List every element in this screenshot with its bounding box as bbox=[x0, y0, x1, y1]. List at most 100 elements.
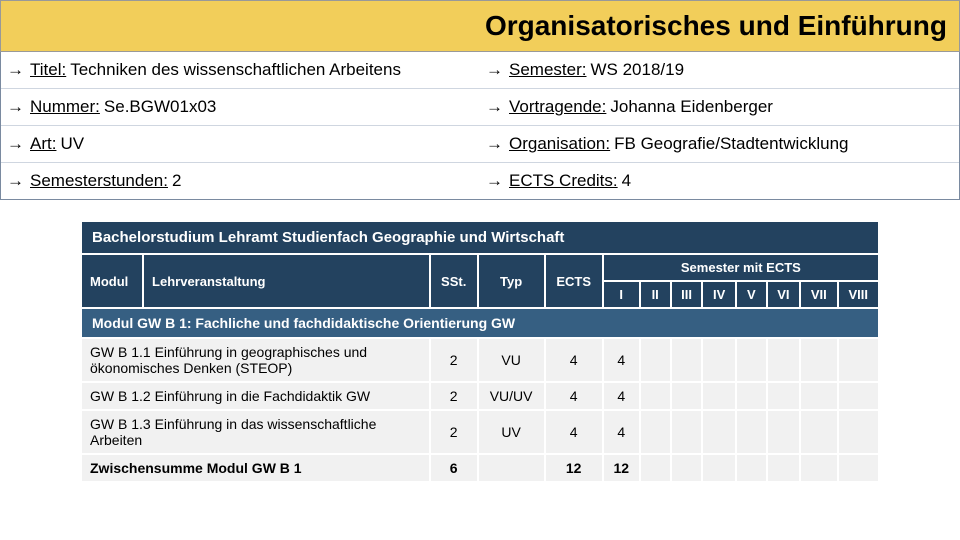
th-sem: III bbox=[671, 281, 703, 308]
info-label: Nummer: bbox=[30, 97, 100, 117]
th-sem: I bbox=[603, 281, 640, 308]
lv-sem bbox=[702, 410, 735, 454]
lv-typ: VU/UV bbox=[478, 382, 545, 410]
sum-ects: 12 bbox=[545, 454, 603, 482]
sum-sem bbox=[640, 454, 671, 482]
info-vortragende: → Vortragende: Johanna Eidenberger bbox=[480, 89, 959, 125]
info-row: → Nummer: Se.BGW01x03 → Vortragende: Joh… bbox=[1, 88, 959, 125]
lv-sem bbox=[640, 338, 671, 382]
lv-sem bbox=[671, 338, 703, 382]
header-bar: Organisatorisches und Einführung bbox=[0, 0, 960, 52]
page-title: Organisatorisches und Einführung bbox=[485, 10, 947, 42]
lv-sem bbox=[767, 382, 800, 410]
info-label: Titel: bbox=[30, 60, 66, 80]
th-sem: VIII bbox=[838, 281, 879, 308]
program-title: Bachelorstudium Lehramt Studienfach Geog… bbox=[81, 221, 879, 254]
lv-sem bbox=[671, 410, 703, 454]
sum-sem: 12 bbox=[603, 454, 640, 482]
lv-ects: 4 bbox=[545, 338, 603, 382]
lv-sem bbox=[767, 410, 800, 454]
lv-sem: 4 bbox=[603, 410, 640, 454]
lv-sem bbox=[702, 338, 735, 382]
lv-sem bbox=[640, 382, 671, 410]
info-value: FB Geografie/Stadtentwicklung bbox=[614, 134, 848, 154]
sum-sem bbox=[702, 454, 735, 482]
lv-name: GW B 1.3 Einführung in das wissenschaftl… bbox=[81, 410, 430, 454]
info-value: Se.BGW01x03 bbox=[104, 97, 216, 117]
lv-ects: 4 bbox=[545, 382, 603, 410]
info-label: Semesterstunden: bbox=[30, 171, 168, 191]
info-label: Semester: bbox=[509, 60, 586, 80]
info-row: → Semesterstunden: 2 → ECTS Credits: 4 bbox=[1, 162, 959, 199]
info-label: Art: bbox=[30, 134, 56, 154]
th-sem-header: Semester mit ECTS bbox=[603, 254, 879, 281]
arrow-icon: → bbox=[7, 171, 24, 191]
arrow-icon: → bbox=[486, 60, 503, 80]
info-label: ECTS Credits: bbox=[509, 171, 618, 191]
lv-typ: UV bbox=[478, 410, 545, 454]
info-semesterstunden: → Semesterstunden: 2 bbox=[1, 163, 480, 199]
lv-ects: 4 bbox=[545, 410, 603, 454]
info-value: 4 bbox=[622, 171, 631, 191]
th-sem: IV bbox=[702, 281, 735, 308]
lv-typ: VU bbox=[478, 338, 545, 382]
curriculum-table: Bachelorstudium Lehramt Studienfach Geog… bbox=[80, 220, 880, 483]
info-value: 2 bbox=[172, 171, 181, 191]
lv-sem bbox=[767, 338, 800, 382]
sum-sem bbox=[671, 454, 703, 482]
lv-sem bbox=[702, 382, 735, 410]
lv-sst: 2 bbox=[430, 410, 478, 454]
sum-typ bbox=[478, 454, 545, 482]
lv-sem bbox=[800, 410, 837, 454]
sum-sem bbox=[767, 454, 800, 482]
arrow-icon: → bbox=[7, 97, 24, 117]
th-sem: VI bbox=[767, 281, 800, 308]
th-lv: Lehrveranstaltung bbox=[143, 254, 430, 308]
lv-sem bbox=[640, 410, 671, 454]
arrow-icon: → bbox=[486, 134, 503, 154]
th-sem: II bbox=[640, 281, 671, 308]
lv-sem bbox=[736, 382, 767, 410]
th-sst: SSt. bbox=[430, 254, 478, 308]
lv-sem bbox=[838, 410, 879, 454]
info-nummer: → Nummer: Se.BGW01x03 bbox=[1, 89, 480, 125]
table-row: GW B 1.2 Einführung in die Fachdidaktik … bbox=[81, 382, 879, 410]
lv-sem: 4 bbox=[603, 338, 640, 382]
lv-name: GW B 1.2 Einführung in die Fachdidaktik … bbox=[81, 382, 430, 410]
lv-sst: 2 bbox=[430, 338, 478, 382]
info-row: → Titel: Techniken des wissenschaftliche… bbox=[1, 52, 959, 88]
program-title-row: Bachelorstudium Lehramt Studienfach Geog… bbox=[81, 221, 879, 254]
info-value: WS 2018/19 bbox=[590, 60, 684, 80]
info-semester: → Semester: WS 2018/19 bbox=[480, 52, 959, 88]
table-header-row: Modul Lehrveranstaltung SSt. Typ ECTS Se… bbox=[81, 254, 879, 281]
module-section-row: Modul GW B 1: Fachliche und fachdidaktis… bbox=[81, 308, 879, 338]
lv-name: GW B 1.1 Einführung in geographisches un… bbox=[81, 338, 430, 382]
table-row: GW B 1.1 Einführung in geographisches un… bbox=[81, 338, 879, 382]
info-row: → Art: UV → Organisation: FB Geografie/S… bbox=[1, 125, 959, 162]
lv-sst: 2 bbox=[430, 382, 478, 410]
lv-sem bbox=[838, 338, 879, 382]
th-modul: Modul bbox=[81, 254, 143, 308]
info-titel: → Titel: Techniken des wissenschaftliche… bbox=[1, 52, 480, 88]
lv-sem bbox=[800, 382, 837, 410]
lv-sem: 4 bbox=[603, 382, 640, 410]
sum-sem bbox=[838, 454, 879, 482]
sum-sst: 6 bbox=[430, 454, 478, 482]
arrow-icon: → bbox=[7, 134, 24, 154]
th-sem: VII bbox=[800, 281, 837, 308]
sum-sem bbox=[736, 454, 767, 482]
course-info-grid: → Titel: Techniken des wissenschaftliche… bbox=[0, 52, 960, 200]
module-section-title: Modul GW B 1: Fachliche und fachdidaktis… bbox=[81, 308, 879, 338]
info-label: Organisation: bbox=[509, 134, 610, 154]
arrow-icon: → bbox=[7, 60, 24, 80]
arrow-icon: → bbox=[486, 171, 503, 191]
info-value: Techniken des wissenschaftlichen Arbeite… bbox=[70, 60, 401, 80]
info-label: Vortragende: bbox=[509, 97, 606, 117]
th-sem: V bbox=[736, 281, 767, 308]
th-typ: Typ bbox=[478, 254, 545, 308]
info-ects: → ECTS Credits: 4 bbox=[480, 163, 959, 199]
sum-sem bbox=[800, 454, 837, 482]
curriculum-wrap: Bachelorstudium Lehramt Studienfach Geog… bbox=[0, 200, 960, 483]
info-value: UV bbox=[60, 134, 84, 154]
th-ects: ECTS bbox=[545, 254, 603, 308]
